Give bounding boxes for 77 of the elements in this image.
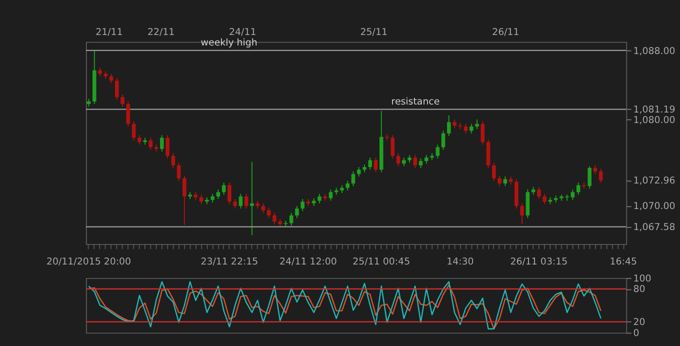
candlestick [250,161,254,236]
text: 22/11 [147,27,175,38]
candlestick [498,175,502,187]
y-tick-label: 100 [633,273,652,284]
candlestick [486,138,490,168]
candlestick [289,212,294,226]
candlestick [261,202,266,214]
y-tick-label: 1,080.00 [633,114,676,126]
candlestick [475,119,479,130]
candlestick [470,123,474,134]
candlestick [300,198,304,212]
y-tick-label: 0 [633,328,640,340]
candlestick [126,100,130,127]
candlestick [238,193,243,210]
y-tick-label: 1,072.96 [633,176,676,187]
candlestick [542,193,546,205]
candlestick [266,207,271,219]
candlestick [356,166,361,178]
candlestick [176,162,181,182]
candlestick [436,144,440,159]
candlestick [588,166,592,190]
candlestick [418,158,423,168]
y-tick-label: 1,067.58 [633,222,676,234]
y-tick-label: 1,088.00 [633,46,676,57]
candlestick [464,123,468,134]
candlestick [228,182,232,205]
candlestick [182,175,186,226]
candlestick [132,120,136,141]
candlestick [413,154,418,168]
candlestick [396,152,400,167]
x-tick-label: 25/11 00:45 [352,256,410,268]
candlestick [351,170,356,187]
candlestick [216,189,220,200]
text: 21/11 [96,27,123,38]
y-tick-label: 20 [633,317,646,328]
y-tick-label: 1,081.19 [633,104,676,116]
x-tick-label: 14:30 [446,256,474,268]
candlestick [346,180,350,191]
candlestick [520,202,524,225]
candlestick [233,198,237,210]
candlestick [503,176,508,187]
candlestick [526,189,530,219]
candlestick [576,182,580,196]
candlestick [537,186,541,200]
y-tick-label: 1,070.00 [633,201,676,212]
text: 26/11 [492,27,520,38]
candlestick [160,134,164,152]
candlestick [138,134,142,146]
candlestick [374,157,378,173]
x-tick-label: 26/11 03:15 [510,256,568,268]
candlestick [318,193,322,204]
candlestick [328,189,333,202]
y-tick-label: 80 [633,284,646,296]
x-tick-label: 20/11/2015 20:00 [46,256,132,268]
candlestick [120,94,124,108]
candlestick [295,205,299,219]
candlestick [390,134,395,159]
candlestick [368,157,372,170]
candlestick [447,114,451,136]
text: 25/11 [360,27,388,38]
candlestick [244,193,248,210]
x-tick-label: 24/11 12:00 [280,256,337,268]
candlestick [480,120,485,146]
candlestick [222,182,226,196]
text: 24/11 [229,27,256,38]
candlestick [598,168,603,184]
candlestick [570,189,575,200]
ref-line-label: weekly high [200,38,258,49]
candlestick [171,152,176,168]
candlestick [166,134,170,159]
ref-line-label: resistance [391,96,440,108]
candlestick [272,212,276,225]
x-tick-label: 23/11 22:15 [200,256,258,268]
candlestick [115,78,119,100]
candlestick [441,130,446,150]
candlestick [492,162,496,182]
x-tick-label: 16:45 [610,256,637,268]
